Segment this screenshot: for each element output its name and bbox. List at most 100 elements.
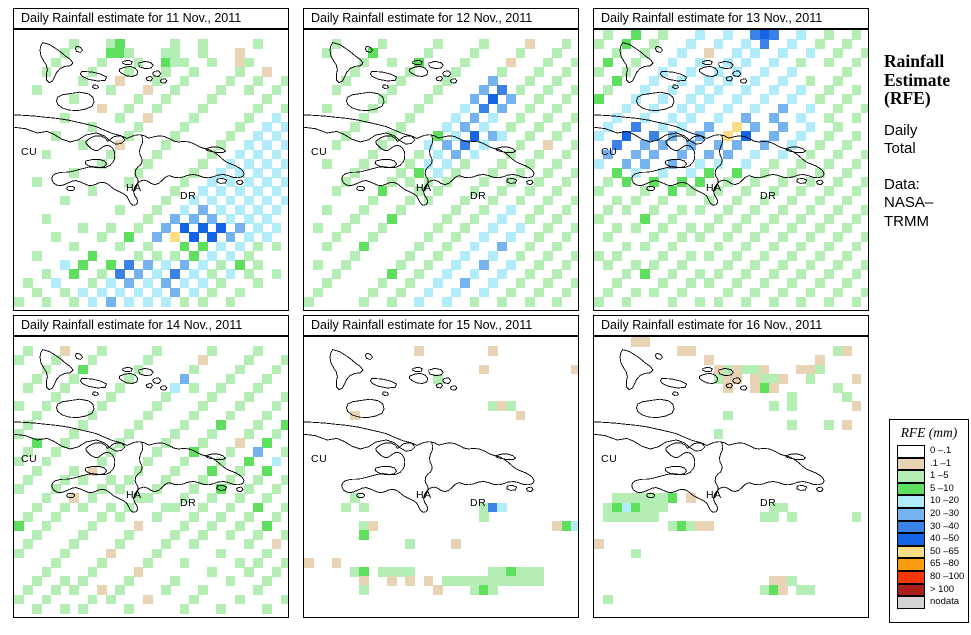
grid-cell <box>805 177 816 187</box>
grid-cell <box>778 232 788 243</box>
grid-cell <box>842 94 853 105</box>
grid-cell <box>69 465 79 476</box>
grid-cell <box>506 401 517 412</box>
grid-cell <box>497 131 507 141</box>
grid-cell <box>304 557 314 568</box>
grid-cell <box>87 465 98 476</box>
grid-cell <box>695 85 705 95</box>
grid-cell <box>106 475 116 485</box>
grid-cell <box>170 214 181 224</box>
grid-cell <box>704 355 715 366</box>
panel-title: Daily Rainfall estimate for 16 Nov., 201… <box>593 315 869 336</box>
grid-cell <box>561 287 572 298</box>
grid-cell <box>534 66 544 77</box>
grid-cell <box>188 484 199 494</box>
grid-cell <box>331 269 342 279</box>
grid-cell <box>732 94 742 105</box>
grid-cell <box>170 576 181 586</box>
grid-cell <box>142 296 153 307</box>
grid-cell <box>152 76 162 86</box>
legend-label: 40 –50 <box>930 533 960 545</box>
grid-cell <box>768 401 779 412</box>
grid-cell <box>106 502 116 513</box>
grid-cell <box>842 140 853 151</box>
grid-cell <box>704 223 715 233</box>
grid-cell <box>842 39 853 49</box>
grid-cell <box>216 186 227 197</box>
grid-cell <box>851 511 862 522</box>
grid-cell <box>667 112 678 123</box>
grid-cell <box>262 122 273 132</box>
grid-cell <box>262 66 273 77</box>
grid-cell <box>451 112 461 123</box>
grid-cell <box>396 204 406 215</box>
grid-cell <box>640 112 650 123</box>
legend: RFE (mm) 0 –.1.1 –1 1 –5 5 –10 10 –20 20 –30… <box>889 419 969 623</box>
grid-cell <box>69 296 79 307</box>
grid-cell <box>768 85 779 95</box>
grid-cell <box>96 232 107 243</box>
grid-cell <box>658 195 669 206</box>
grid-cell <box>732 250 742 261</box>
grid-cell <box>759 168 770 178</box>
map-label-dr: DR <box>470 497 487 509</box>
legend-row: nodata <box>890 596 968 609</box>
grid-cell <box>152 287 162 298</box>
grid-cell <box>640 158 650 169</box>
map-label-dr: DR <box>470 190 487 202</box>
grid-cell <box>833 346 843 356</box>
grid-cell <box>722 410 733 421</box>
grid-cell <box>396 122 406 132</box>
grid-cell <box>695 177 705 187</box>
panel-map: CU HA DR <box>593 29 869 311</box>
grid-cell <box>253 447 263 458</box>
grid-cell <box>179 122 190 132</box>
grid-cell <box>170 48 181 59</box>
grid-cell <box>280 195 288 206</box>
grid-cell <box>234 122 245 132</box>
grid-cell <box>386 214 397 224</box>
grid-cell <box>225 177 236 187</box>
grid-cell <box>552 521 563 531</box>
grid-cell <box>686 112 696 123</box>
grid-cell <box>50 131 61 141</box>
grid-cell <box>704 149 715 160</box>
grid-cell <box>41 493 52 504</box>
grid-cell <box>78 502 89 513</box>
panel-15-nov: Daily Rainfall estimate for 15 Nov., 201… <box>303 315 579 618</box>
grid-cell <box>60 260 70 270</box>
grid-cell <box>805 76 816 86</box>
grid-cell <box>778 502 788 513</box>
grid-cell <box>115 241 125 252</box>
grid-cell <box>524 269 535 279</box>
grid-cell <box>630 502 641 513</box>
grid-cell <box>188 383 199 393</box>
grid-cell <box>594 94 604 105</box>
grid-cell <box>759 39 770 49</box>
grid-cell <box>488 401 498 412</box>
grid-cell <box>340 223 351 233</box>
grid-cell <box>271 149 282 160</box>
grid-cell <box>824 296 834 307</box>
grid-cell <box>414 103 425 114</box>
grid-cell <box>842 66 853 77</box>
grid-cell <box>814 355 825 366</box>
grid-cell <box>488 567 498 577</box>
grid-cell <box>713 140 724 151</box>
grid-cell <box>478 85 489 95</box>
grid-cell <box>842 419 853 430</box>
grid-cell <box>23 475 33 485</box>
grid-cell <box>262 521 273 531</box>
grid-cell <box>478 140 489 151</box>
grid-cell <box>96 401 107 412</box>
grid-cell <box>253 278 263 289</box>
grid-cell <box>271 85 282 95</box>
grid-cell <box>142 260 153 270</box>
grid-cell <box>225 250 236 261</box>
map-label-haiti: HA <box>126 489 142 501</box>
grid-cell <box>695 204 705 215</box>
grid-cell <box>262 493 273 504</box>
grid-cell <box>543 223 553 233</box>
grid-cell <box>161 195 171 206</box>
grid-cell <box>741 112 751 123</box>
